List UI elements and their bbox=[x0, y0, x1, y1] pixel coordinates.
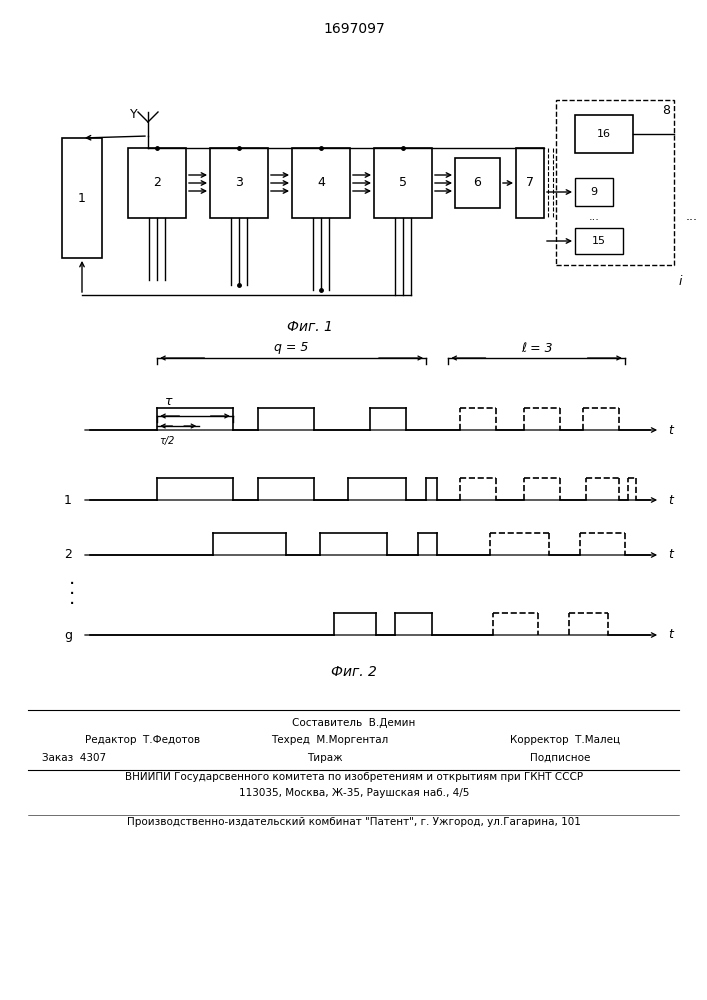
Text: Составитель  В.Демин: Составитель В.Демин bbox=[292, 718, 416, 728]
Text: g: g bbox=[64, 629, 72, 642]
Text: 113035, Москва, Ж-35, Раушская наб., 4/5: 113035, Москва, Ж-35, Раушская наб., 4/5 bbox=[239, 788, 469, 798]
Bar bbox=[374, 148, 432, 218]
Text: 2: 2 bbox=[153, 176, 161, 190]
Bar bbox=[575, 178, 613, 206]
Text: 2: 2 bbox=[64, 548, 72, 562]
Bar bbox=[575, 115, 633, 153]
Text: ...: ... bbox=[686, 210, 698, 223]
Text: Корректор  Т.Малец: Корректор Т.Малец bbox=[510, 735, 620, 745]
Text: 6: 6 bbox=[474, 176, 481, 190]
Text: t: t bbox=[668, 424, 673, 436]
Bar bbox=[128, 148, 186, 218]
Text: 15: 15 bbox=[592, 236, 606, 246]
Text: τ/2: τ/2 bbox=[159, 436, 175, 446]
Text: ·: · bbox=[69, 585, 75, 604]
Bar bbox=[292, 148, 350, 218]
Bar bbox=[210, 148, 268, 218]
Text: 16: 16 bbox=[597, 129, 611, 139]
Text: ·: · bbox=[69, 595, 75, 614]
Text: Y: Y bbox=[130, 108, 138, 121]
Text: 1697097: 1697097 bbox=[323, 22, 385, 36]
Bar bbox=[62, 138, 102, 258]
Text: q = 5: q = 5 bbox=[274, 342, 309, 355]
Text: 5: 5 bbox=[399, 176, 407, 190]
Text: t: t bbox=[668, 493, 673, 506]
Text: 3: 3 bbox=[235, 176, 243, 190]
Text: ...: ... bbox=[588, 212, 600, 222]
Text: t: t bbox=[668, 548, 673, 562]
Text: Редактор  Т.Федотов: Редактор Т.Федотов bbox=[85, 735, 200, 745]
Text: Подписное: Подписное bbox=[530, 753, 590, 763]
Bar bbox=[575, 228, 623, 254]
Bar bbox=[556, 100, 674, 265]
Text: Фиг. 2: Фиг. 2 bbox=[331, 665, 377, 679]
Text: 9: 9 bbox=[590, 187, 597, 197]
Bar bbox=[455, 158, 500, 208]
Text: t: t bbox=[668, 629, 673, 642]
Text: 8: 8 bbox=[662, 104, 670, 117]
Text: Заказ  4307: Заказ 4307 bbox=[42, 753, 106, 763]
Text: Фиг. 1: Фиг. 1 bbox=[287, 320, 333, 334]
Text: 7: 7 bbox=[526, 176, 534, 190]
Text: 1: 1 bbox=[64, 493, 72, 506]
Text: τ: τ bbox=[165, 395, 173, 408]
Text: 4: 4 bbox=[317, 176, 325, 190]
Text: Производственно-издательский комбинат "Патент", г. Ужгород, ул.Гагарина, 101: Производственно-издательский комбинат "П… bbox=[127, 817, 581, 827]
Text: Техред  М.Моргентал: Техред М.Моргентал bbox=[271, 735, 389, 745]
Bar bbox=[516, 148, 544, 218]
Text: i: i bbox=[679, 275, 682, 288]
Text: ·: · bbox=[69, 576, 75, 594]
Text: ℓ = 3: ℓ = 3 bbox=[521, 342, 552, 355]
Text: ВНИИПИ Государсвенного комитета по изобретениям и открытиям при ГКНТ СССР: ВНИИПИ Государсвенного комитета по изобр… bbox=[125, 772, 583, 782]
Text: 1: 1 bbox=[78, 192, 86, 205]
Text: Тираж: Тираж bbox=[307, 753, 343, 763]
